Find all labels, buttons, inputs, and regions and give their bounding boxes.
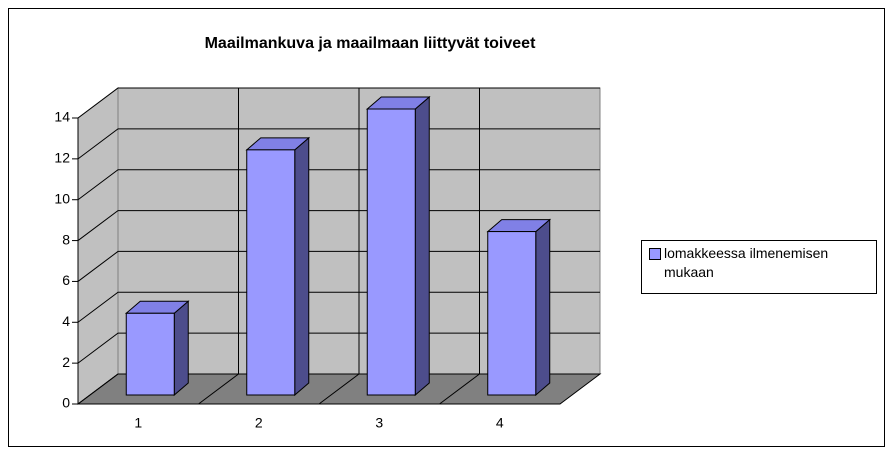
bar [125,312,175,396]
y-tick-label: 4 [62,313,70,329]
y-tick-label: 2 [62,354,70,370]
x-tick-label: 3 [375,415,383,431]
y-tick-label: 6 [62,272,70,288]
bar [246,149,296,396]
y-tick-label: 0 [62,395,70,411]
legend-label: lomakkeessa ilmenemisen mukaan [664,245,829,280]
side-wall [77,87,119,405]
y-tick-label: 8 [62,231,70,247]
bar [366,108,416,396]
bar [487,231,537,396]
grid-line [77,169,600,201]
x-tick-label: 1 [134,415,142,431]
bar-side [294,136,310,397]
legend: lomakkeessa ilmenemisen mukaan [641,240,877,294]
bar-side [173,300,189,397]
grid-line [77,87,600,119]
grid-line [77,128,600,160]
x-tick-label: 4 [496,415,504,431]
bar-side [414,95,430,397]
grid-line [77,373,600,405]
legend-swatch [649,248,661,260]
floor-divider [439,373,480,405]
grid-line [77,332,600,364]
y-tick-label: 14 [54,109,70,125]
y-tick-label: 12 [54,150,70,166]
x-tick-label: 2 [255,415,263,431]
chart-title: Maailmankuva ja maailmaan liittyvät toiv… [205,35,536,52]
floor-divider [198,373,239,405]
bar-side [535,218,551,397]
grid-line [77,291,600,323]
y-tick-label: 10 [54,190,70,206]
grid-line [77,210,600,241]
grid-line [77,250,600,282]
floor-divider [318,373,360,405]
